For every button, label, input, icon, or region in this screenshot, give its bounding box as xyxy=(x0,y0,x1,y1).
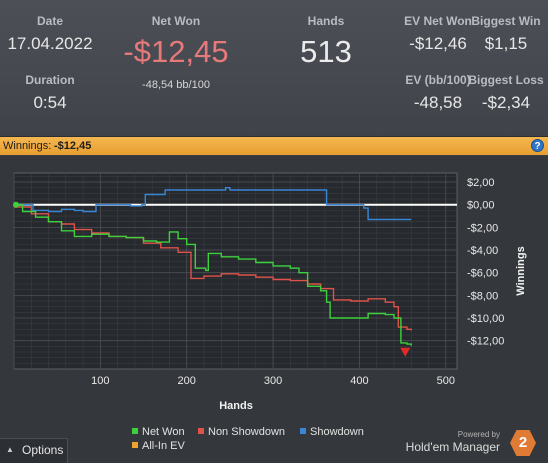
powered-by-text: Powered by xyxy=(457,430,500,439)
legend-item-all-in-ev[interactable]: All-In EV xyxy=(132,440,185,452)
y-tick-label: -$6,00 xyxy=(467,268,498,280)
x-tick-label: 200 xyxy=(178,375,196,387)
y-tick-label: -$4,00 xyxy=(467,245,498,257)
series-line-non-showdown xyxy=(14,206,412,331)
showdown-swatch xyxy=(300,428,306,434)
options-label: Options xyxy=(22,443,64,457)
series-end-marker xyxy=(400,347,411,357)
date-label: Date xyxy=(36,14,63,28)
winnings-value: -$12,45 xyxy=(54,140,92,152)
net-won-swatch xyxy=(132,428,138,434)
net-won-label: Net Won xyxy=(151,14,201,28)
options-button[interactable]: ▲ Options xyxy=(0,438,68,463)
stats-panel: Date 17.04.2022 Duration 0:54 Net Won -$… xyxy=(0,0,548,137)
ev-net-won-label: EV Net Won xyxy=(404,14,472,28)
winnings-bar: Winnings: -$12,45 ? xyxy=(0,137,548,155)
series-start-marker xyxy=(13,201,19,208)
biggest-win-label: Biggest Win xyxy=(471,14,541,28)
ev-bb100-label: EV (bb/100) xyxy=(405,73,471,87)
help-icon[interactable]: ? xyxy=(531,139,544,152)
biggest-win-value: $1,15 xyxy=(484,34,528,53)
x-tick-label: 100 xyxy=(91,375,109,387)
hands-label: Hands xyxy=(307,14,345,28)
hands-value: 513 xyxy=(300,34,352,69)
series-line-net-won xyxy=(14,204,412,346)
legend-label: All-In EV xyxy=(142,440,185,452)
brand-name: Hold'em Manager xyxy=(405,440,500,454)
y-tick-label: -$2,00 xyxy=(467,222,498,234)
caret-up-icon: ▲ xyxy=(6,445,14,454)
y-tick-label: -$8,00 xyxy=(467,290,498,302)
legend-label: Showdown xyxy=(310,426,364,438)
all-in-ev-swatch xyxy=(132,442,138,448)
legend-item-non-showdown[interactable]: Non Showdown xyxy=(198,426,285,438)
biggest-loss-label: Biggest Loss xyxy=(468,73,544,87)
y-tick-label: -$12,00 xyxy=(467,336,504,348)
duration-label: Duration xyxy=(25,73,75,87)
x-tick-label: 300 xyxy=(264,375,282,387)
ev-bb100-value: -48,58 xyxy=(413,93,463,112)
x-tick-label: 400 xyxy=(350,375,368,387)
date-value: 17.04.2022 xyxy=(7,34,93,53)
legend-item-showdown[interactable]: Showdown xyxy=(300,426,364,438)
series-line-showdown xyxy=(14,187,412,221)
y-tick-label: -$10,00 xyxy=(467,313,504,325)
y-axis-title: Winnings xyxy=(515,246,527,295)
x-axis-title: Hands xyxy=(219,400,253,412)
non-showdown-swatch xyxy=(198,428,204,434)
winnings-label: Winnings: xyxy=(3,140,52,152)
legend-label: Net Won xyxy=(142,426,185,438)
y-tick-label: $2,00 xyxy=(467,177,495,189)
chart-area: $2,00 $0,00 -$2,00 -$4,00 -$6,00 -$8,00 -$10,0… xyxy=(0,156,548,463)
x-tick-label: 500 xyxy=(437,375,455,387)
biggest-loss-value: -$2,34 xyxy=(481,93,531,112)
bb-per-100-value: -48,54 bb/100 xyxy=(142,79,210,91)
ev-net-won-value: -$12,46 xyxy=(409,34,467,53)
brand: Powered by Hold'em Manager 2 xyxy=(406,428,536,458)
plot-background xyxy=(13,172,458,370)
winnings-chart: $2,00 $0,00 -$2,00 -$4,00 -$6,00 -$8,00 -$10,0… xyxy=(13,172,527,412)
hm2-logo-icon: 2 xyxy=(510,430,536,456)
net-won-value: -$12,45 xyxy=(123,34,229,69)
y-tick-label: $0,00 xyxy=(467,200,495,212)
duration-value: 0:54 xyxy=(33,93,67,112)
legend-label: Non Showdown xyxy=(208,426,286,438)
legend-item-net-won[interactable]: Net Won xyxy=(132,426,185,438)
